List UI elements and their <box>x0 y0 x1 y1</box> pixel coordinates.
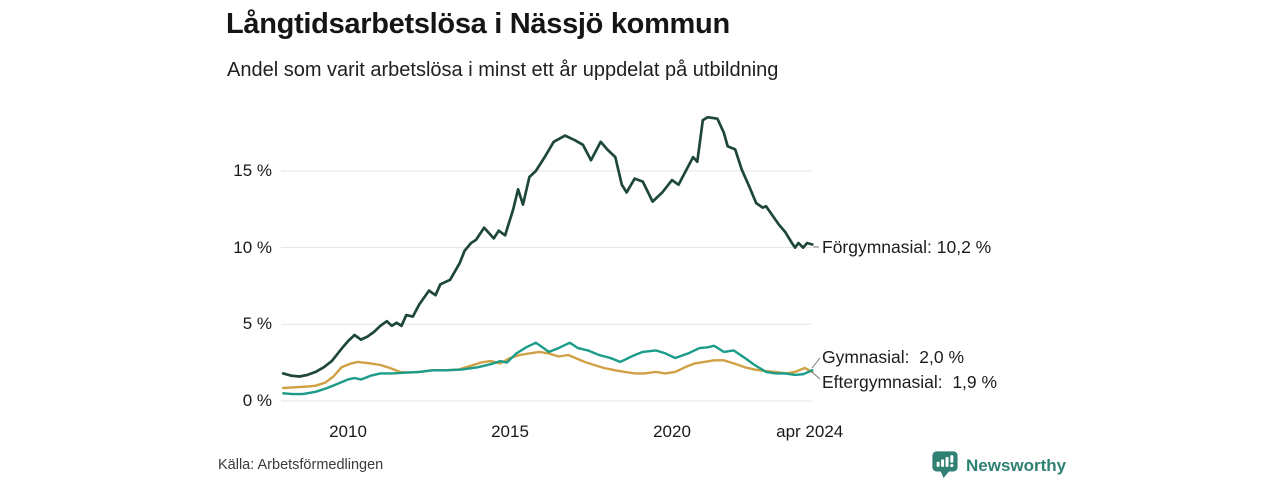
series-end-label-eftergymnasial: Eftergymnasial: 1,9 % <box>822 372 998 392</box>
y-axis-tick-label: 10 % <box>233 237 272 257</box>
x-axis-tick-label: apr 2024 <box>776 422 844 441</box>
y-axis-tick-label: 0 % <box>242 391 272 410</box>
series-end-label-gymnasial: Gymnasial: 2,0 % <box>822 347 964 367</box>
leader-lines <box>811 246 821 380</box>
y-axis-tick-label: 15 % <box>233 160 272 180</box>
newsworthy-brand-name: Newsworthy <box>966 456 1067 475</box>
gridlines <box>281 170 812 402</box>
y-axis-tick-label: 5 % <box>242 314 272 334</box>
x-axis-tick-label: 2010 <box>329 422 367 441</box>
series-line-eftergymnasial <box>282 350 814 390</box>
series-line-forgymnasial <box>281 115 814 378</box>
series-end-label-forgymnasial: Förgymnasial: 10,2 % <box>822 237 992 257</box>
leader-gymnasial <box>811 357 821 369</box>
leader-eftergymnasial <box>811 371 821 380</box>
series-line-gymnasial <box>282 341 814 396</box>
x-axis-tick-label: 2015 <box>491 422 529 441</box>
series-lines <box>281 115 814 396</box>
source-note: Källa: Arbetsförmedlingen <box>218 457 384 473</box>
newsworthy-brand: Newsworthy <box>931 450 1066 479</box>
chart-subtitle: Andel som varit arbetslösa i minst ett å… <box>227 59 779 81</box>
x-axis-tick-label: 2020 <box>653 422 691 441</box>
newsworthy-logo-icon <box>932 451 958 479</box>
chart-title: Långtidsarbetslösa i Nässjö kommun <box>226 8 730 40</box>
